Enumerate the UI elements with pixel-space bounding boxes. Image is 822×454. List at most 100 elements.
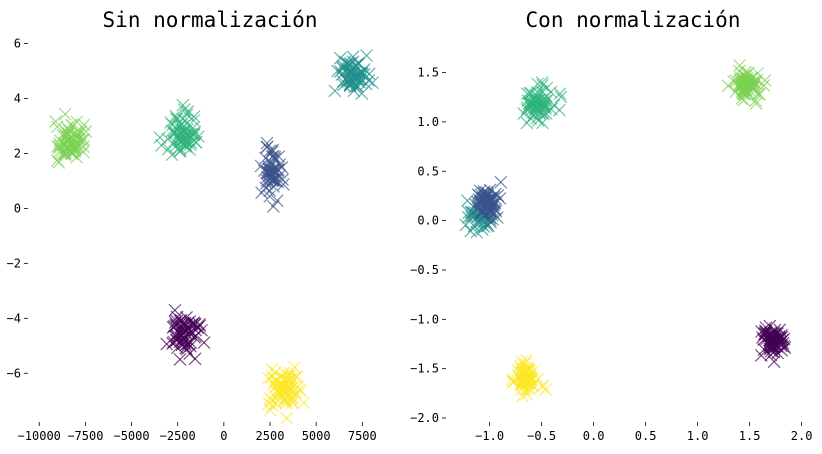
scatter-point — [269, 392, 283, 406]
scatter-point — [263, 184, 277, 198]
right-cluster-2 — [469, 175, 508, 229]
left-cluster-3 — [153, 98, 205, 162]
scatter-point — [176, 98, 190, 112]
right-x-tick-label: 0.5 — [635, 429, 657, 443]
scatter-point — [490, 211, 504, 224]
scatter-point — [531, 77, 544, 91]
right-y-tick-label: 0.0 — [417, 214, 439, 228]
scatter-point — [526, 102, 539, 116]
scatter-point — [182, 127, 196, 141]
scatter-point — [263, 403, 277, 417]
left-x-tick-label: −2500 — [160, 429, 196, 443]
scatter-point — [766, 342, 780, 356]
scatter-point — [366, 76, 379, 90]
right-chart-title: Con normalización — [526, 8, 741, 32]
scatter-point — [272, 150, 286, 163]
scatter-point — [536, 78, 550, 92]
left-y-tick-label: 0 — [14, 201, 21, 215]
right-x-axis: −1.0 −0.5 0.0 0.5 1.0 1.5 2.0 — [475, 422, 812, 443]
left-x-tick-label: −10000 — [18, 429, 61, 443]
scatter-point — [160, 337, 174, 351]
scatter-point — [353, 73, 367, 86]
scatter-point — [268, 150, 282, 164]
scatter-point — [485, 192, 499, 206]
left-y-tick-label: 6 — [14, 36, 21, 50]
scatter-point — [507, 374, 521, 388]
right-y-tick-label: −2.0 — [410, 411, 439, 425]
scatter-point — [742, 66, 755, 80]
scatter-point — [328, 84, 342, 98]
left-y-tick-label: −4 — [7, 311, 21, 325]
scatter-point — [175, 338, 189, 352]
right-x-tick-label: 2.0 — [791, 429, 813, 443]
scatter-point — [347, 84, 361, 98]
right-y-tick-label: 1.5 — [417, 66, 439, 80]
right-cluster-4 — [721, 59, 772, 110]
scatter-point — [337, 78, 351, 92]
scatter-point — [184, 327, 198, 341]
scatter-point — [260, 136, 274, 150]
scatter-point — [743, 77, 757, 91]
right-y-tick-label: −0.5 — [410, 263, 439, 277]
right-y-axis: −2.0 −1.5 −1.0 −0.5 0.0 0.5 1.0 1.5 — [410, 66, 446, 425]
scatter-point — [188, 352, 202, 366]
right-y-tick-label: −1.0 — [410, 312, 439, 326]
scatter-point — [757, 79, 771, 92]
scatter-point — [297, 396, 311, 410]
scatter-point — [278, 394, 291, 408]
scatter-point — [76, 145, 90, 159]
scatter-point — [174, 313, 188, 327]
scatter-point — [483, 183, 497, 197]
scatter-point — [52, 141, 66, 155]
scatter-point — [513, 358, 527, 372]
scatter-point — [721, 79, 735, 93]
scatter-point — [516, 372, 530, 386]
left-scatter-panel: Sin normalización −10000 −7500 −5000 −2500 0… — [7, 8, 379, 443]
left-y-tick-label: −2 — [7, 256, 21, 270]
right-x-tick-label: −1.0 — [475, 429, 504, 443]
scatter-point — [351, 72, 365, 86]
scatter-point — [535, 84, 548, 98]
scatter-point — [50, 120, 64, 134]
scatter-point — [175, 317, 189, 331]
scatter-point — [75, 133, 89, 147]
scatter-point — [176, 333, 190, 347]
scatter-point — [281, 374, 295, 388]
left-y-tick-label: 4 — [14, 91, 21, 105]
right-cluster-5 — [505, 354, 552, 403]
scatter-point — [283, 383, 297, 397]
scatter-point — [262, 162, 276, 176]
right-y-tick-label: −1.5 — [410, 362, 439, 376]
scatter-point — [177, 119, 191, 133]
scatter-point — [553, 87, 567, 101]
scatter-point — [520, 354, 533, 367]
scatter-point — [58, 148, 72, 162]
scatter-point — [514, 382, 528, 396]
scatter-point — [467, 219, 481, 233]
scatter-point — [270, 194, 284, 208]
scatter-point — [476, 205, 490, 219]
scatter-point — [189, 135, 203, 149]
scatter-point — [266, 199, 280, 213]
left-x-tick-label: −7500 — [67, 429, 103, 443]
right-y-tick-label: 0.5 — [417, 164, 439, 178]
right-x-tick-label: 1.5 — [739, 429, 761, 443]
scatter-point — [58, 107, 72, 121]
left-x-axis: −10000 −7500 −5000 −2500 0 2500 5000 7500 — [18, 422, 377, 443]
left-x-tick-label: 2500 — [256, 429, 285, 443]
scatter-point — [494, 175, 508, 189]
scatter-point — [70, 126, 83, 140]
scatter-point — [197, 336, 211, 349]
left-y-tick-label: 2 — [14, 146, 21, 160]
scatter-point — [168, 135, 181, 148]
left-cluster-2 — [328, 49, 379, 100]
scatter-point — [187, 128, 201, 142]
left-point-cloud — [49, 49, 379, 425]
scatter-point — [267, 173, 281, 187]
scatter-point — [520, 387, 534, 401]
scatter-point — [359, 77, 373, 91]
right-scatter-panel: Con normalización −1.0 −0.5 0.0 0.5 1.0 1.5 2.… — [410, 8, 812, 443]
left-y-tick-label: −6 — [7, 366, 21, 380]
left-y-axis: −6 −4 −2 0 2 4 6 — [7, 36, 28, 380]
